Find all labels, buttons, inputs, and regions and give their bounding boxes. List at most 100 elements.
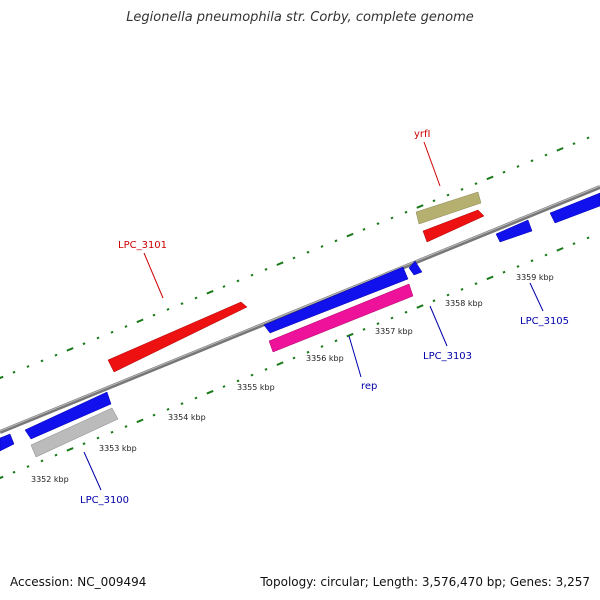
gene-blue-3102[interactable] — [263, 266, 409, 334]
tick-mark — [96, 336, 100, 340]
tick-mark — [572, 142, 576, 146]
gene-yrfi[interactable] — [415, 191, 482, 225]
leader-lpc3100 — [83, 451, 102, 491]
tick-mark — [264, 367, 268, 371]
tick-mark — [586, 136, 590, 140]
tick-mark — [544, 253, 548, 257]
tick-mark — [556, 147, 564, 152]
leader-yrfi — [423, 141, 441, 187]
tick-mark — [166, 407, 170, 411]
tick-mark — [26, 365, 30, 368]
tick-mark — [346, 332, 354, 338]
tick-mark — [320, 345, 324, 348]
tick-mark — [222, 285, 226, 288]
gene-red-yrfi-neighbor[interactable] — [422, 209, 485, 243]
tick-mark — [460, 287, 464, 291]
tick-mark — [166, 307, 170, 311]
tick-label: 3354 kbp — [168, 413, 206, 422]
tick-label: 3355 kbp — [237, 383, 275, 392]
tick-mark — [306, 350, 310, 354]
tick-mark — [194, 396, 198, 400]
label-lpc3101[interactable]: LPC_3101 — [118, 240, 167, 251]
tick-mark — [586, 236, 590, 240]
tick-mark — [12, 470, 16, 474]
tick-mark — [206, 289, 214, 295]
tick-mark — [432, 199, 436, 203]
tick-mark — [556, 247, 564, 252]
tick-mark — [446, 293, 450, 297]
tick-mark — [416, 204, 424, 209]
label-yrfi[interactable]: yrfI — [414, 129, 431, 140]
tick-mark — [404, 310, 408, 314]
tick-mark — [404, 210, 408, 214]
tick-mark — [124, 425, 128, 428]
tick-mark — [502, 270, 506, 274]
tick-mark — [40, 459, 44, 463]
gene-lpc3103[interactable] — [408, 260, 423, 276]
tick-mark — [390, 316, 394, 320]
gene-rep[interactable] — [268, 283, 414, 353]
tick-mark — [486, 175, 494, 181]
tick-mark — [460, 187, 464, 191]
tick-mark — [180, 302, 184, 306]
tick-mark — [40, 359, 44, 363]
tick-mark — [446, 193, 450, 197]
tick-mark — [82, 342, 86, 346]
tick-mark — [136, 418, 144, 424]
tick-mark — [292, 356, 296, 360]
tick-mark — [486, 275, 494, 281]
tick-mark — [206, 389, 214, 395]
gene-blue-edge[interactable] — [0, 433, 15, 452]
tick-mark — [346, 232, 354, 238]
tick-mark — [334, 239, 338, 243]
tick-mark — [362, 227, 366, 231]
tick-mark — [432, 299, 436, 303]
tick-mark — [110, 330, 114, 334]
tick-mark — [474, 182, 478, 186]
gene-blue-3104[interactable] — [495, 219, 533, 243]
tick-mark — [236, 279, 240, 283]
tick-label: 3352 kbp — [31, 475, 69, 484]
tick-mark — [516, 165, 520, 168]
tick-label: 3356 kbp — [306, 354, 344, 363]
tick-mark — [530, 259, 534, 263]
tick-mark — [222, 385, 226, 388]
accession-text: Accession: NC_009494 — [10, 575, 147, 589]
label-lpc3100[interactable]: LPC_3100 — [80, 495, 129, 506]
tick-mark — [152, 313, 156, 317]
tick-mark — [264, 267, 268, 271]
gene-gray[interactable] — [30, 407, 119, 458]
tick-mark — [0, 475, 4, 480]
leader-lpc3103 — [429, 305, 448, 347]
map-title: Legionella pneumophila str. Corby, compl… — [126, 10, 474, 25]
gene-lpc3100[interactable] — [24, 391, 112, 440]
tick-mark — [390, 216, 394, 220]
tick-mark — [152, 413, 156, 417]
label-lpc3105[interactable]: LPC_3105 — [520, 316, 569, 327]
label-rep[interactable]: rep — [361, 381, 377, 392]
tick-mark — [66, 447, 74, 452]
tick-mark — [376, 322, 380, 326]
gene-lpc3105[interactable] — [549, 192, 600, 224]
tick-label: 3358 kbp — [445, 299, 483, 308]
leader-lpc3105 — [529, 282, 544, 312]
tick-mark — [530, 159, 534, 163]
tick-mark — [82, 442, 86, 446]
outer-tick-ring — [0, 136, 590, 380]
tick-mark — [276, 361, 284, 366]
tick-mark — [194, 296, 198, 300]
tick-mark — [306, 250, 310, 254]
genome-backbone — [0, 185, 600, 434]
tick-mark — [544, 153, 548, 157]
tick-label: 3359 kbp — [516, 273, 554, 282]
gene-lpc3101[interactable] — [107, 301, 248, 373]
leader-lpc3101 — [143, 252, 164, 299]
tick-mark — [250, 373, 254, 377]
tick-mark — [376, 222, 380, 226]
tick-mark — [250, 273, 254, 277]
topology-summary: Topology: circular; Length: 3,576,470 bp… — [260, 575, 590, 589]
tick-mark — [416, 304, 424, 309]
tick-mark — [0, 375, 4, 380]
label-lpc3103[interactable]: LPC_3103 — [423, 351, 472, 362]
inner-tick-ring — [0, 236, 590, 480]
